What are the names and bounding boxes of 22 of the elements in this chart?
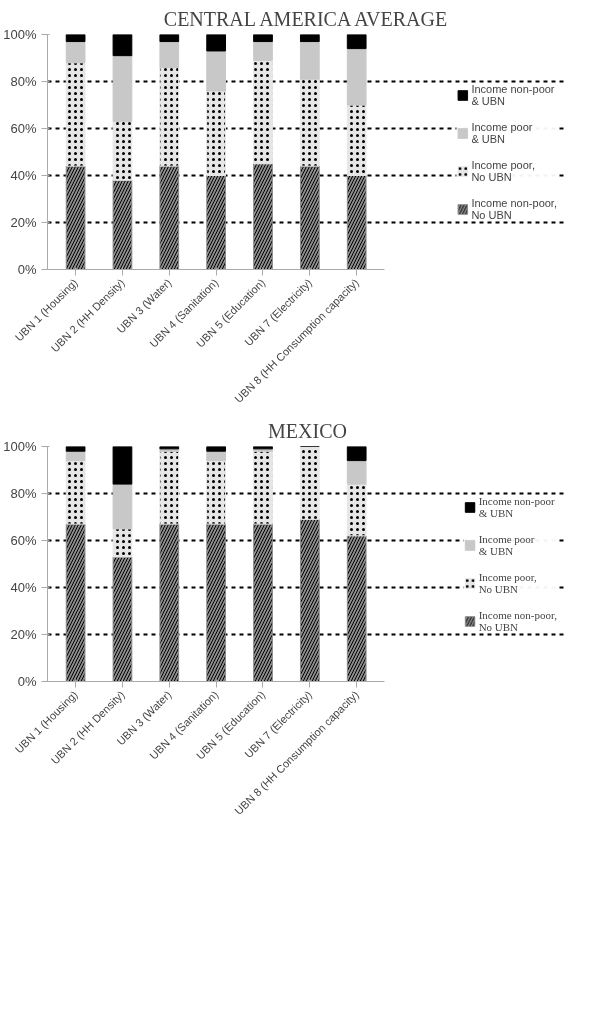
y-tick-label: 60% [10, 121, 37, 136]
y-tick-label: 0% [17, 262, 37, 277]
y-tick-label: 100% [3, 27, 37, 42]
y-tick-label: 40% [10, 168, 37, 183]
legend-label: Income poor, No UBN [471, 158, 535, 183]
legend-label: Income non-poor, No UBN [471, 196, 557, 221]
y-tick-label: 20% [10, 627, 37, 642]
y-tick-label: 60% [10, 533, 37, 548]
y-tick-label: 80% [10, 486, 37, 501]
chart-title: CENTRAL AMERICA AVERAGE [163, 7, 448, 30]
legend-label: Income poor & UBN [471, 120, 533, 145]
legend-label: Income non-poor & UBN [478, 494, 555, 519]
y-tick-label: 80% [10, 74, 37, 89]
y-tick-label: 100% [3, 439, 37, 454]
y-tick-label: 20% [10, 215, 37, 230]
chart-title: MEXICO [268, 419, 347, 442]
y-tick-label: 40% [10, 580, 37, 595]
legend-label: Income non-poor, No UBN [478, 608, 557, 633]
legend-label: Income non-poor & UBN [471, 82, 555, 107]
legend-label: Income poor, No UBN [478, 570, 537, 595]
y-tick-label: 0% [17, 674, 37, 689]
legend-label: Income poor & UBN [478, 532, 535, 557]
